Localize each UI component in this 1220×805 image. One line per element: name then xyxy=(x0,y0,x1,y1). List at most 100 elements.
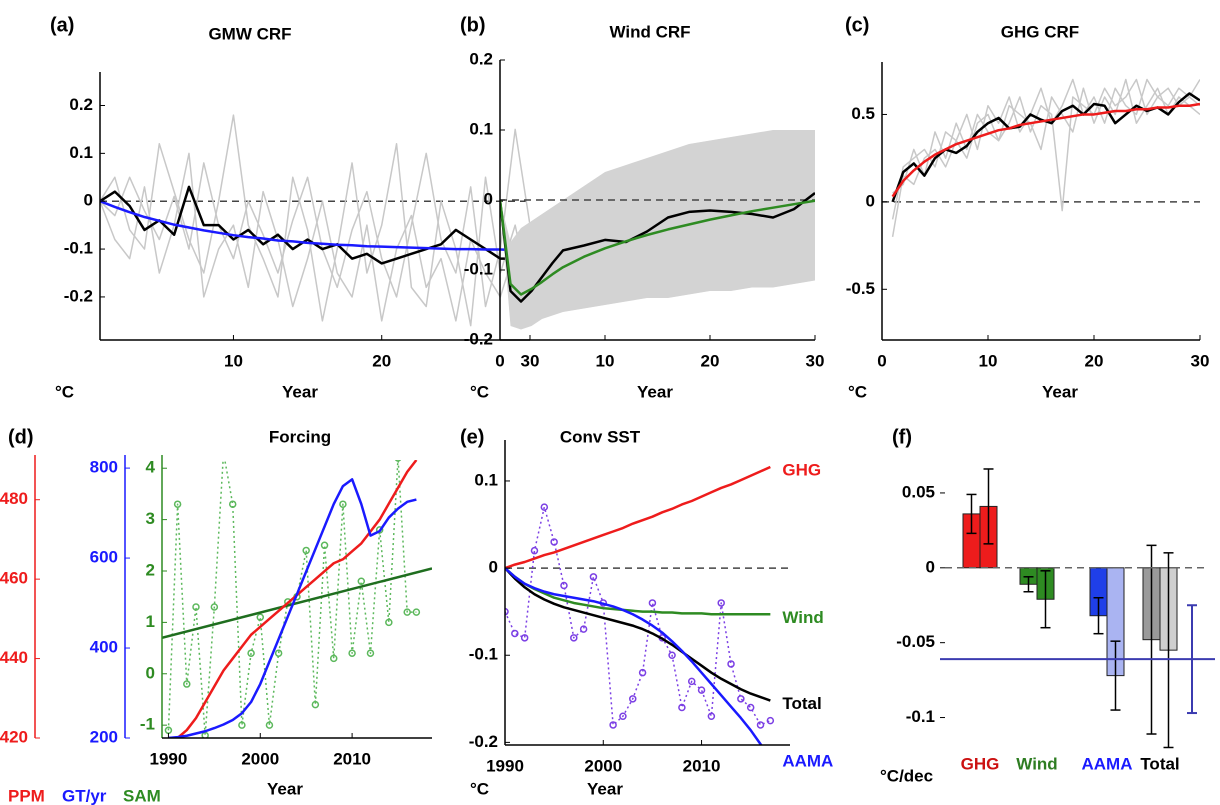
error-bar xyxy=(1093,597,1104,635)
point xyxy=(357,577,366,586)
point xyxy=(638,668,647,677)
series-line xyxy=(505,567,771,616)
error-bar xyxy=(1040,570,1051,629)
series-label: Wind xyxy=(782,608,823,627)
y-tick-label: 0.05 xyxy=(902,482,935,501)
point xyxy=(540,503,549,511)
plot-area xyxy=(505,465,790,745)
y-tick-label: -0.2 xyxy=(464,329,493,348)
x-tick-label: GHG xyxy=(961,754,1000,773)
y-tick-label: -0.2 xyxy=(469,732,498,751)
legend-entry: PPM xyxy=(8,786,45,805)
series-line xyxy=(100,114,530,327)
series-line xyxy=(500,199,815,296)
point xyxy=(678,703,686,712)
point xyxy=(530,546,539,555)
point xyxy=(339,500,347,508)
series-line xyxy=(168,460,418,738)
point xyxy=(648,599,657,607)
error-bar xyxy=(1146,544,1157,735)
y-tick-label: 0.1 xyxy=(69,143,93,162)
point xyxy=(238,721,246,729)
spread-band xyxy=(500,130,815,330)
plot-area xyxy=(500,130,815,330)
y-tick-label: -0.05 xyxy=(896,632,935,651)
plot-area xyxy=(162,460,432,738)
y-tick-label: 400 xyxy=(90,638,118,657)
point xyxy=(228,500,237,508)
point xyxy=(320,541,329,550)
unit-label: °C xyxy=(470,779,489,798)
series-line xyxy=(891,78,1200,220)
point xyxy=(511,629,519,638)
x-tick-label: 30 xyxy=(806,351,825,370)
y-tick-label: -0.2 xyxy=(64,286,93,305)
x-tick-label: 0 xyxy=(877,351,886,370)
point xyxy=(717,599,725,607)
point xyxy=(687,677,696,686)
y-tick-label: -0.5 xyxy=(846,279,875,298)
y-tick-label: 0.1 xyxy=(474,470,498,489)
point xyxy=(668,651,676,659)
chart-title: Wind CRF xyxy=(609,22,690,41)
x-tick-label: 10 xyxy=(224,351,243,370)
point xyxy=(697,686,706,694)
x-tick-label: Wind xyxy=(1016,754,1057,773)
unit-label: °C xyxy=(470,382,489,401)
legend-entry: GT/yr xyxy=(62,786,107,805)
error-bar xyxy=(1023,576,1034,593)
unit-label: °C xyxy=(55,382,74,401)
point xyxy=(265,721,274,729)
series-line xyxy=(505,567,763,745)
chart-title: GMW CRF xyxy=(208,24,291,43)
point xyxy=(550,538,558,546)
x-tick-label: 1990 xyxy=(486,756,524,775)
x-tick-label: 30 xyxy=(1191,351,1210,370)
y-tick-label: 0.5 xyxy=(851,104,875,123)
x-tick-label: 20 xyxy=(701,351,720,370)
series-line xyxy=(100,185,530,265)
series-line xyxy=(505,506,771,726)
x-tick-label: 20 xyxy=(1085,351,1104,370)
series-line xyxy=(100,200,530,252)
x-tick-label: 30 xyxy=(521,351,540,370)
series-line xyxy=(167,460,417,737)
unit-label: °C xyxy=(848,382,867,401)
series-line xyxy=(891,78,1200,237)
y-tick-label: 0 xyxy=(489,558,498,577)
y-tick-label: 3 xyxy=(146,509,155,528)
x-axis-label: Year xyxy=(637,382,673,401)
panel-label: (c) xyxy=(845,14,869,36)
legend-entry: SAM xyxy=(123,786,161,805)
panel-label: (b) xyxy=(460,14,486,36)
chart-title: Forcing xyxy=(269,427,331,446)
point xyxy=(520,634,529,642)
chart-title: GHG CRF xyxy=(1001,22,1079,41)
point xyxy=(366,649,375,657)
x-tick-label: 0 xyxy=(495,351,504,370)
series-line xyxy=(168,478,417,738)
x-tick-label: 20 xyxy=(372,351,391,370)
reference-error xyxy=(1187,604,1197,715)
series-label: Total xyxy=(782,694,821,713)
y-tick-label: 420 xyxy=(0,727,28,746)
y-tick-label: -0.1 xyxy=(906,707,935,726)
y-tick-label: 480 xyxy=(0,489,28,508)
x-tick-label: Total xyxy=(1140,754,1179,773)
y-tick-label: 600 xyxy=(90,548,118,567)
point xyxy=(348,649,356,657)
x-tick-label: AAMA xyxy=(1082,754,1133,773)
point xyxy=(311,700,320,709)
point xyxy=(173,500,182,508)
point xyxy=(737,695,745,703)
x-tick-label: 2010 xyxy=(683,756,721,775)
error-bar xyxy=(1110,640,1121,711)
y-tick-label: 0 xyxy=(84,191,93,210)
x-axis-label: Year xyxy=(1042,382,1078,401)
y-tick-label: 0.2 xyxy=(69,95,93,114)
panel-label: (d) xyxy=(8,426,34,448)
y-tick-label: 440 xyxy=(0,648,28,667)
series-label: AAMA xyxy=(782,752,833,771)
y-tick-label: 1 xyxy=(146,612,155,631)
point xyxy=(412,608,421,616)
